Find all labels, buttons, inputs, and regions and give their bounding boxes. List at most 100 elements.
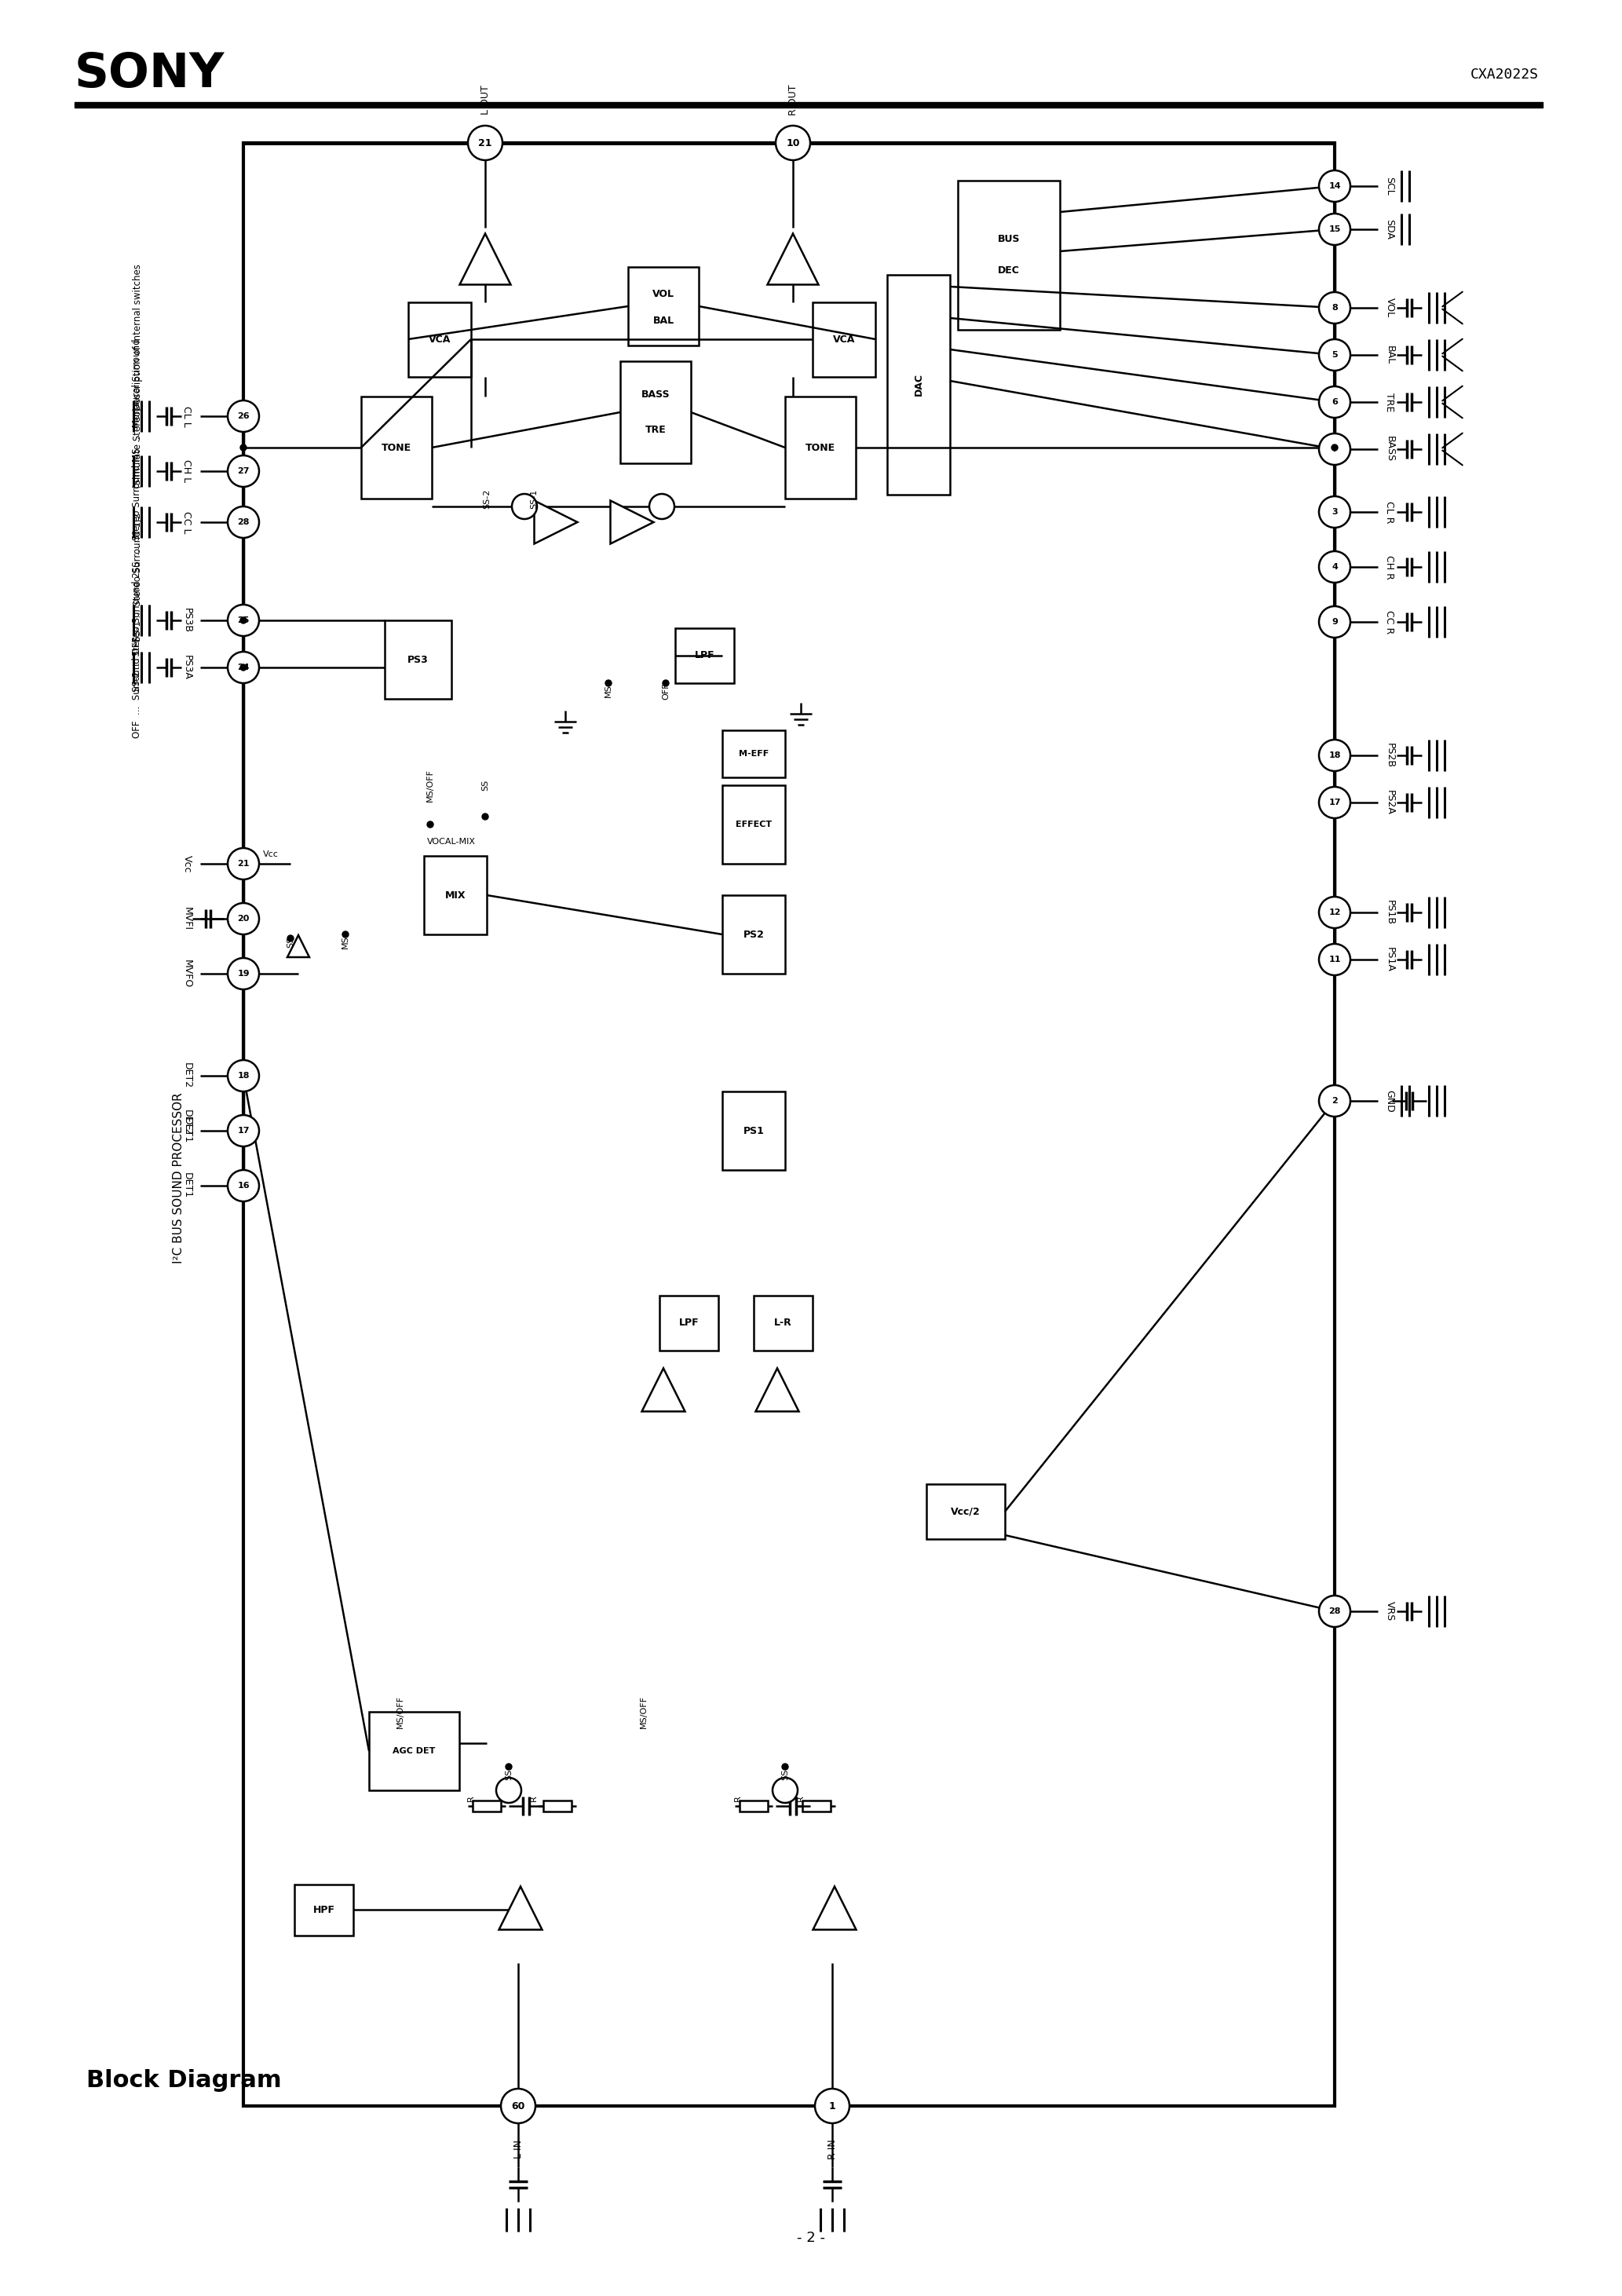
Bar: [926, 1483, 1006, 1538]
Text: PS2: PS2: [743, 930, 764, 939]
Text: PS1: PS1: [743, 1125, 764, 1137]
Text: 18: 18: [237, 1072, 250, 1079]
Bar: [75, 101, 1543, 108]
Polygon shape: [756, 1368, 798, 1412]
Text: SDA: SDA: [1385, 218, 1395, 239]
Circle shape: [1319, 434, 1351, 464]
Text: (Simulate Stereo): (Simulate Stereo): [133, 406, 143, 512]
Text: R: R: [530, 1795, 539, 1800]
Text: MS  ...  Monaural Surround: MS ... Monaural Surround: [133, 340, 143, 461]
Polygon shape: [813, 1887, 856, 1929]
Text: PS3B: PS3B: [182, 608, 191, 634]
Text: SS: SS: [782, 1768, 788, 1779]
Circle shape: [482, 813, 488, 820]
Text: 1: 1: [829, 2101, 835, 2110]
Circle shape: [1319, 1596, 1351, 1628]
Circle shape: [227, 902, 260, 934]
Text: 18: 18: [1328, 751, 1341, 760]
Text: 60: 60: [511, 2101, 526, 2110]
Polygon shape: [287, 934, 310, 957]
Circle shape: [649, 494, 675, 519]
Text: VOL: VOL: [1385, 298, 1395, 317]
Circle shape: [1332, 445, 1338, 450]
Text: VCA: VCA: [832, 335, 855, 344]
Bar: [754, 1295, 813, 1350]
Text: I²C BUS SOUND PROCESSOR: I²C BUS SOUND PROCESSOR: [174, 1093, 185, 1263]
Bar: [543, 1800, 571, 1812]
Circle shape: [240, 664, 247, 670]
Text: TRE: TRE: [1385, 393, 1395, 411]
Text: 17: 17: [1328, 799, 1341, 806]
Text: DEC: DEC: [998, 266, 1020, 276]
Text: R OUT: R OUT: [788, 85, 798, 115]
Bar: [675, 629, 735, 684]
Circle shape: [427, 822, 433, 827]
Circle shape: [1319, 292, 1351, 324]
Text: SS-2 ... Stereo Surround 2: SS-2 ... Stereo Surround 2: [133, 572, 143, 691]
Bar: [722, 895, 785, 974]
Bar: [384, 620, 451, 698]
Text: L IN: L IN: [513, 2140, 524, 2158]
Text: BUS: BUS: [998, 234, 1020, 246]
Text: MS/OFF: MS/OFF: [639, 1694, 647, 1729]
Circle shape: [1319, 340, 1351, 370]
Circle shape: [782, 1763, 788, 1770]
Text: L-R: L-R: [774, 1318, 792, 1327]
Text: 28: 28: [237, 519, 250, 526]
Text: VCA: VCA: [428, 335, 451, 344]
Text: CH L: CH L: [182, 459, 191, 482]
Text: SONY: SONY: [75, 51, 225, 99]
Text: DET1: DET1: [182, 1118, 191, 1143]
Polygon shape: [767, 234, 819, 285]
Text: 9: 9: [1332, 618, 1338, 627]
Text: 4: 4: [1332, 563, 1338, 572]
Text: BASS: BASS: [641, 390, 670, 400]
Circle shape: [1319, 551, 1351, 583]
Text: 24: 24: [237, 664, 250, 670]
Text: BAL: BAL: [652, 315, 675, 326]
Text: CC L: CC L: [182, 512, 191, 533]
Circle shape: [1319, 386, 1351, 418]
Polygon shape: [610, 501, 654, 544]
Circle shape: [1319, 496, 1351, 528]
Text: EFFECT: EFFECT: [736, 820, 772, 829]
Text: BAL: BAL: [1385, 344, 1395, 365]
Circle shape: [227, 604, 260, 636]
Circle shape: [240, 618, 247, 625]
Text: PS3: PS3: [407, 654, 428, 666]
Text: 5: 5: [1332, 351, 1338, 358]
Bar: [628, 266, 699, 344]
Text: CH R: CH R: [1385, 556, 1395, 579]
Bar: [803, 1800, 830, 1812]
Text: CXA2022S: CXA2022S: [1471, 67, 1539, 83]
Text: BASS: BASS: [1385, 436, 1395, 461]
Circle shape: [501, 2089, 535, 2124]
Text: MS: MS: [342, 937, 349, 948]
Circle shape: [227, 1061, 260, 1091]
Bar: [722, 785, 785, 863]
Text: LPF: LPF: [694, 650, 715, 661]
Text: 7: 7: [1332, 445, 1338, 452]
Bar: [813, 303, 876, 377]
Circle shape: [227, 652, 260, 684]
Text: VRS: VRS: [1385, 1600, 1395, 1621]
Text: SS: SS: [287, 937, 295, 948]
Text: PS2A: PS2A: [1385, 790, 1395, 815]
Text: 21: 21: [478, 138, 491, 147]
Circle shape: [227, 400, 260, 432]
Text: 20: 20: [237, 914, 250, 923]
Bar: [785, 397, 856, 498]
Text: AGC DET: AGC DET: [393, 1747, 435, 1754]
Text: Vcc: Vcc: [263, 850, 279, 859]
Circle shape: [227, 455, 260, 487]
Text: SS-1 ... Stereo Surround 1,2: SS-1 ... Stereo Surround 1,2: [133, 512, 143, 641]
Text: SCL: SCL: [1385, 177, 1395, 195]
Text: SS: SS: [504, 1768, 513, 1779]
Text: MS/OFF: MS/OFF: [427, 769, 435, 801]
Circle shape: [227, 847, 260, 879]
Circle shape: [772, 1777, 798, 1802]
Text: L OUT: L OUT: [480, 85, 490, 115]
Bar: [243, 142, 1335, 2105]
Text: GND: GND: [1385, 1091, 1395, 1111]
Text: Block Diagram: Block Diagram: [86, 2069, 282, 2092]
